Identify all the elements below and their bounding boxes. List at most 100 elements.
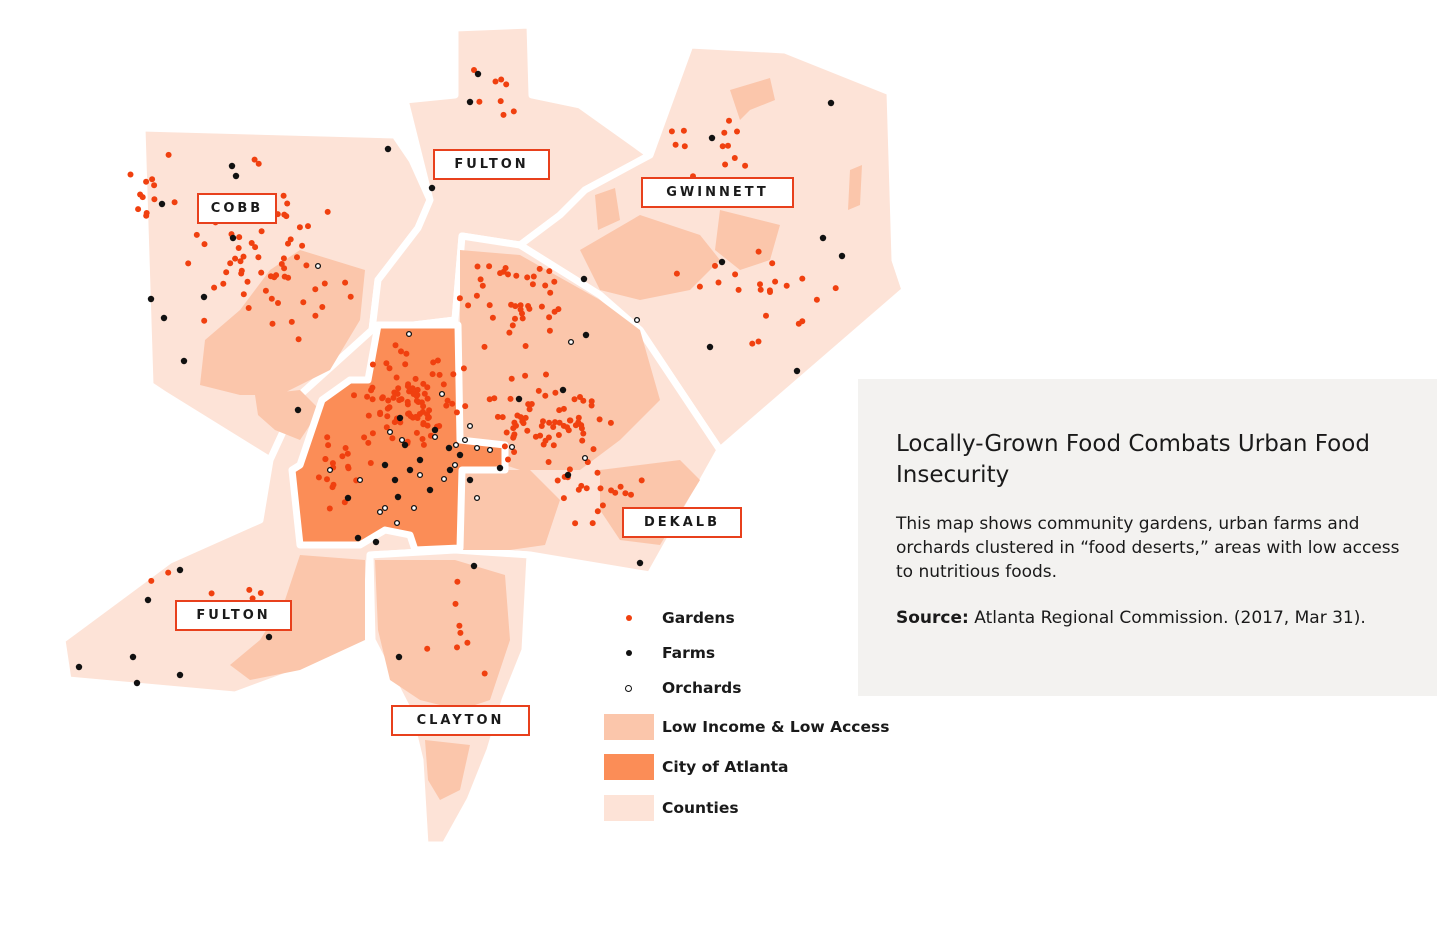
garden-marker bbox=[572, 520, 579, 527]
garden-marker bbox=[273, 272, 280, 279]
garden-marker bbox=[240, 291, 247, 298]
garden-marker bbox=[545, 434, 552, 441]
garden-marker bbox=[449, 400, 456, 407]
county-label-fulton-south: FULTON bbox=[175, 600, 292, 631]
farm-marker bbox=[228, 162, 236, 170]
garden-marker bbox=[405, 381, 412, 388]
garden-marker bbox=[571, 396, 578, 403]
city-of-atlanta bbox=[288, 321, 509, 554]
garden-marker bbox=[364, 393, 371, 400]
garden-marker bbox=[237, 258, 244, 265]
garden-marker bbox=[249, 595, 256, 602]
garden-marker bbox=[223, 269, 230, 276]
garden-marker bbox=[404, 401, 411, 408]
garden-marker bbox=[524, 427, 531, 434]
garden-marker bbox=[799, 275, 806, 282]
garden-marker bbox=[379, 395, 386, 402]
low-income-area bbox=[715, 210, 780, 270]
orchard-ring-icon bbox=[625, 684, 632, 692]
garden-marker bbox=[137, 191, 144, 198]
legend-farms-label: Farms bbox=[662, 644, 716, 662]
garden-marker bbox=[719, 143, 726, 150]
garden-marker bbox=[315, 474, 322, 481]
garden-marker bbox=[258, 269, 265, 276]
farm-marker bbox=[470, 562, 478, 570]
garden-marker bbox=[412, 375, 419, 382]
garden-marker bbox=[556, 407, 563, 414]
garden-marker bbox=[503, 429, 510, 436]
garden-marker bbox=[436, 423, 443, 429]
orchard-marker bbox=[438, 390, 446, 398]
farm-marker bbox=[827, 99, 835, 107]
garden-marker bbox=[420, 380, 427, 387]
garden-marker bbox=[725, 142, 731, 149]
farm-marker bbox=[559, 386, 567, 394]
garden-marker bbox=[294, 254, 300, 261]
garden-marker bbox=[262, 287, 269, 294]
orchard-marker bbox=[386, 428, 394, 436]
garden-marker bbox=[555, 306, 562, 313]
garden-marker bbox=[594, 508, 601, 515]
garden-marker bbox=[588, 398, 595, 405]
garden-marker bbox=[550, 442, 557, 449]
garden-marker bbox=[590, 446, 597, 453]
garden-marker bbox=[386, 365, 393, 372]
county-label-cobb: COBB bbox=[197, 193, 277, 224]
garden-marker bbox=[612, 489, 619, 496]
farm-marker bbox=[147, 295, 155, 303]
garden-marker bbox=[538, 423, 545, 429]
farm-marker bbox=[381, 461, 389, 469]
garden-marker bbox=[532, 433, 539, 440]
garden-marker bbox=[220, 280, 227, 287]
garden-marker bbox=[413, 429, 420, 436]
garden-dot-icon bbox=[626, 615, 632, 621]
farm-marker bbox=[819, 234, 827, 242]
garden-marker bbox=[769, 260, 776, 267]
garden-marker bbox=[345, 463, 351, 470]
farm-marker bbox=[456, 451, 464, 459]
garden-marker bbox=[508, 301, 515, 308]
garden-marker bbox=[365, 439, 372, 446]
garden-marker bbox=[506, 329, 513, 336]
garden-marker bbox=[389, 435, 396, 442]
garden-marker bbox=[536, 265, 543, 272]
garden-marker bbox=[460, 365, 467, 372]
garden-marker bbox=[322, 456, 329, 462]
garden-marker bbox=[232, 255, 239, 262]
garden-marker bbox=[444, 397, 451, 404]
garden-marker bbox=[545, 459, 552, 465]
farm-marker bbox=[793, 367, 801, 375]
garden-marker bbox=[579, 437, 586, 444]
info-source: Source: Atlanta Regional Commission. (20… bbox=[896, 606, 1416, 630]
garden-marker bbox=[251, 156, 258, 163]
garden-marker bbox=[413, 397, 420, 404]
info-title: Locally-Grown Food Combats Urban Food In… bbox=[896, 431, 1370, 488]
garden-marker bbox=[543, 371, 549, 378]
garden-marker bbox=[385, 397, 392, 404]
garden-marker bbox=[236, 234, 243, 241]
garden-marker bbox=[524, 274, 531, 281]
garden-marker bbox=[245, 305, 252, 311]
garden-marker bbox=[757, 281, 763, 288]
garden-marker bbox=[456, 622, 463, 629]
garden-marker bbox=[453, 409, 460, 416]
garden-marker bbox=[755, 338, 762, 345]
orchard-marker bbox=[567, 338, 575, 346]
garden-marker bbox=[201, 241, 208, 248]
garden-marker bbox=[552, 419, 558, 426]
garden-marker bbox=[465, 302, 472, 309]
orchard-marker bbox=[326, 466, 334, 474]
garden-marker bbox=[185, 260, 192, 267]
garden-marker bbox=[505, 271, 511, 278]
farm-marker bbox=[344, 494, 352, 502]
low-income-area bbox=[255, 390, 320, 440]
farm-marker bbox=[446, 466, 454, 474]
garden-marker bbox=[511, 419, 518, 426]
garden-marker bbox=[369, 430, 376, 437]
garden-marker bbox=[407, 413, 414, 420]
garden-marker bbox=[499, 414, 506, 421]
garden-marker bbox=[638, 477, 645, 484]
garden-marker bbox=[384, 405, 391, 412]
garden-marker bbox=[403, 350, 410, 357]
garden-marker bbox=[325, 442, 332, 449]
